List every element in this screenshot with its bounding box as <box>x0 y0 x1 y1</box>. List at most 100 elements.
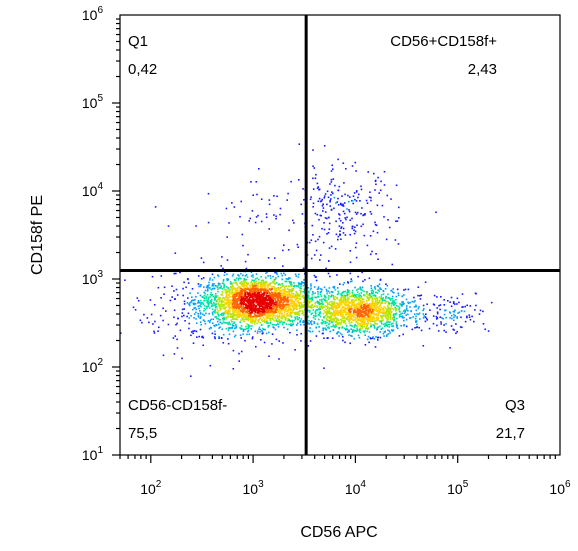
data-point <box>350 321 353 324</box>
data-point <box>254 330 257 333</box>
data-point <box>326 300 328 302</box>
data-point <box>250 303 253 306</box>
data-point <box>371 317 374 320</box>
q1-value: 0,42 <box>128 61 157 78</box>
data-point <box>351 225 354 228</box>
data-point <box>232 314 234 317</box>
data-point <box>252 288 254 290</box>
data-point <box>317 302 320 305</box>
data-point <box>316 323 319 325</box>
data-point <box>287 293 289 295</box>
data-point <box>336 309 339 312</box>
data-point <box>265 332 268 335</box>
data-point <box>266 284 269 287</box>
data-point <box>471 315 473 318</box>
data-point <box>370 316 372 319</box>
data-point <box>373 325 376 327</box>
data-point <box>332 320 335 323</box>
data-point <box>265 297 268 299</box>
data-point <box>342 339 344 342</box>
data-point <box>275 215 277 218</box>
data-point <box>240 296 243 298</box>
data-point <box>367 303 370 305</box>
data-point <box>340 202 342 205</box>
data-point <box>369 191 371 193</box>
data-point <box>386 317 388 320</box>
data-point <box>324 193 327 195</box>
data-point <box>416 313 418 315</box>
data-point <box>243 319 246 321</box>
data-point <box>294 303 297 306</box>
data-point <box>290 300 292 302</box>
data-point <box>380 296 383 298</box>
data-point <box>299 291 302 294</box>
data-point <box>258 303 260 305</box>
data-point <box>214 337 216 340</box>
data-point <box>383 309 385 312</box>
data-point <box>374 327 376 329</box>
data-point <box>208 307 211 309</box>
data-point <box>332 311 335 314</box>
data-point <box>310 283 312 285</box>
data-point <box>183 300 186 303</box>
data-point <box>252 315 255 317</box>
data-point <box>179 271 181 274</box>
data-point <box>336 332 338 335</box>
data-point <box>287 249 290 251</box>
data-point <box>332 301 335 304</box>
data-point <box>474 309 476 311</box>
data-point <box>243 320 245 323</box>
data-point <box>260 295 263 297</box>
data-point <box>276 314 278 317</box>
data-point <box>347 311 350 313</box>
data-point <box>353 300 355 303</box>
data-point <box>248 333 251 336</box>
data-point <box>296 334 298 336</box>
data-point <box>277 275 280 278</box>
data-point <box>208 321 211 324</box>
data-point <box>198 335 200 338</box>
data-point <box>359 304 362 307</box>
data-point <box>163 293 165 295</box>
data-point <box>216 285 218 287</box>
data-point <box>280 299 282 301</box>
data-point <box>424 281 427 283</box>
data-point <box>200 284 202 286</box>
data-point <box>402 324 405 327</box>
data-point <box>292 303 295 305</box>
data-point <box>332 296 335 299</box>
data-point <box>256 315 259 318</box>
data-point <box>301 309 304 312</box>
data-point <box>266 314 268 317</box>
data-point <box>360 315 362 317</box>
data-point <box>436 312 439 315</box>
data-point <box>238 277 241 279</box>
data-point <box>371 310 374 312</box>
data-point <box>234 327 236 330</box>
data-point <box>362 321 365 323</box>
data-point <box>218 300 221 303</box>
data-point <box>342 205 345 207</box>
data-point <box>222 279 225 281</box>
data-point <box>226 298 229 300</box>
data-point <box>370 199 372 202</box>
y-tick-label: 103 <box>82 269 104 287</box>
data-point <box>219 309 222 311</box>
data-point <box>253 299 255 302</box>
data-point <box>256 295 259 297</box>
data-point <box>366 297 369 300</box>
data-point <box>249 293 252 295</box>
data-point <box>334 314 336 317</box>
data-point <box>229 306 232 308</box>
data-point <box>432 315 435 317</box>
data-point <box>353 303 355 305</box>
data-point <box>300 285 302 288</box>
data-point <box>373 302 376 305</box>
data-point <box>383 216 385 218</box>
data-point <box>344 290 347 293</box>
data-point <box>222 280 225 282</box>
data-point <box>415 321 417 323</box>
data-point <box>348 298 350 300</box>
data-point <box>391 308 393 310</box>
data-point <box>358 322 360 325</box>
